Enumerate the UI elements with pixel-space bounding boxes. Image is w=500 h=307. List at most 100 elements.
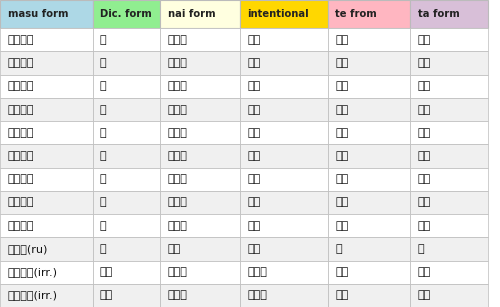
Bar [92,191,160,214]
Bar [410,75,488,98]
Text: とう: とう [248,174,261,184]
Text: ～ります: ～ります [8,197,34,208]
Bar [410,168,488,191]
Bar [92,237,160,261]
Text: おう: おう [248,151,261,161]
Text: った: った [418,197,431,208]
Bar [328,52,410,75]
Bar [410,214,488,237]
Text: たない: たない [168,174,188,184]
Text: きて: きて [335,267,348,277]
Bar [240,284,328,307]
Bar [0,98,92,121]
Bar [0,28,92,52]
Text: わない: わない [168,151,188,161]
Bar [160,98,240,121]
Bar [240,52,328,75]
Text: そう: そう [248,221,261,231]
Text: った: った [418,151,431,161]
Text: て: て [335,244,342,254]
Bar [0,214,92,237]
Bar [410,98,488,121]
Text: もう: もう [248,128,261,138]
Bar [92,28,160,52]
Text: きた: きた [418,267,431,277]
Bar [160,121,240,144]
Bar [410,144,488,168]
Text: す: す [100,221,106,231]
Bar [92,121,160,144]
Bar [92,168,160,191]
Text: ～います: ～います [8,151,34,161]
Text: した: した [418,290,431,300]
Bar [92,0,160,28]
Bar [410,121,488,144]
Text: ばない: ばない [168,105,188,115]
Text: んだ: んだ [418,105,431,115]
Bar [0,237,92,261]
Bar [328,284,410,307]
Text: ぼう: ぼう [248,105,261,115]
Bar [0,144,92,168]
Text: がない: がない [168,58,188,68]
Text: なない: なない [168,81,188,91]
Bar [92,144,160,168]
Bar [160,214,240,237]
Text: んだ: んだ [418,128,431,138]
Text: よう: よう [248,244,261,254]
Bar [160,284,240,307]
Text: いた: いた [418,35,431,45]
Text: た: た [418,244,424,254]
Bar [92,261,160,284]
Bar [410,28,488,52]
Text: こよう: こよう [248,267,268,277]
Text: んで: んで [335,128,348,138]
Bar [240,237,328,261]
Bar [92,98,160,121]
Bar [328,214,410,237]
Text: ぐ: ぐ [100,58,106,68]
Text: つ: つ [100,174,106,184]
Bar [240,0,328,28]
Bar [92,75,160,98]
Bar [240,191,328,214]
Text: して: して [335,221,348,231]
Text: らない: らない [168,197,188,208]
Text: ～びます: ～びます [8,105,34,115]
Text: ～します: ～します [8,221,34,231]
Text: して: して [335,290,348,300]
Text: る: る [100,197,106,208]
Bar [160,237,240,261]
Text: る: る [100,244,106,254]
Bar [328,75,410,98]
Bar [240,214,328,237]
Text: した: した [418,221,431,231]
Text: しよう: しよう [248,290,268,300]
Bar [160,0,240,28]
Text: こう: こう [248,58,261,68]
Text: ～します(irr.): ～します(irr.) [8,290,58,300]
Text: masu form: masu form [8,9,68,19]
Text: って: って [335,174,348,184]
Bar [410,284,488,307]
Text: くる: くる [100,267,113,277]
Text: まない: まない [168,128,188,138]
Bar [0,284,92,307]
Text: する: する [100,290,113,300]
Text: いて: いて [335,35,348,45]
Bar [0,0,92,28]
Bar [0,261,92,284]
Text: のう: のう [248,81,261,91]
Bar [328,0,410,28]
Text: って: って [335,197,348,208]
Text: ろう: ろう [248,197,261,208]
Bar [240,75,328,98]
Bar [160,75,240,98]
Bar [0,75,92,98]
Text: む: む [100,128,106,138]
Bar [328,261,410,284]
Text: ～にます: ～にます [8,81,34,91]
Bar [410,0,488,28]
Bar [92,284,160,307]
Bar [160,144,240,168]
